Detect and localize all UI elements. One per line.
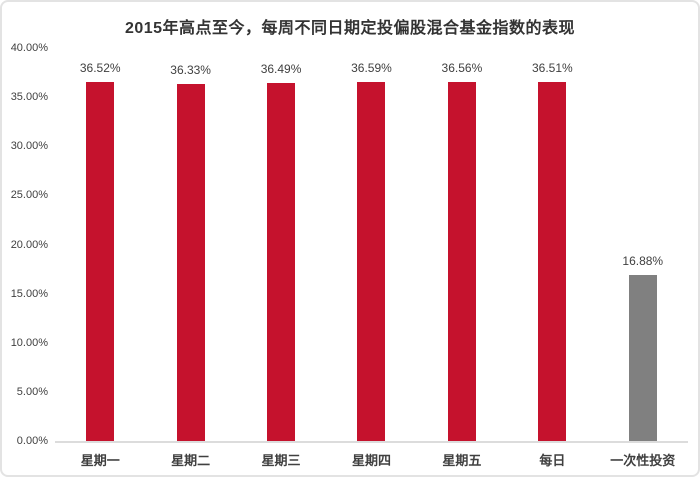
y-axis-tick-label: 15.00% [10, 287, 48, 300]
y-axis-tick-label: 10.00% [10, 336, 48, 349]
bar-slot: 36.59% [326, 48, 416, 441]
bar [267, 82, 296, 441]
x-axis-category-label: 星期四 [351, 453, 391, 468]
bar-value-label: 36.33% [170, 63, 211, 78]
plot-area: 36.52% 36.33% 36.49% 36.59% 36.56% 36.51% 16.8… [55, 48, 688, 441]
y-axis-tick-label: 30.00% [10, 140, 48, 153]
y-axis-tick-label: 25.00% [10, 189, 48, 202]
y-axis-tick-label: 35.00% [10, 91, 48, 104]
bar [628, 275, 657, 441]
x-axis-category-label: 一次性投资 [610, 453, 676, 468]
y-axis-tick-label: 0.00% [16, 435, 48, 447]
bar [86, 82, 115, 441]
bar [176, 84, 205, 441]
bar-slot: 36.33% [145, 48, 235, 441]
x-axis-category-label: 每日 [539, 453, 566, 468]
bar-value-label: 36.52% [79, 61, 121, 76]
x-axis-category-label: 星期一 [80, 453, 120, 468]
bar-value-label: 36.59% [351, 60, 392, 75]
bar [357, 81, 386, 441]
bar-slot: 16.88% [598, 48, 688, 441]
bar-value-label: 36.56% [441, 60, 483, 75]
x-axis-line [55, 441, 688, 443]
y-axis-tick-label: 5.00% [16, 385, 48, 398]
bar-slot: 36.49% [236, 48, 326, 441]
bar [447, 81, 476, 441]
chart-title: 2015年高点至今，每周不同日期定投偏股混合基金指数的表现 [124, 20, 576, 37]
bar-value-label: 36.51% [531, 61, 573, 76]
bar-slot: 36.52% [55, 48, 145, 441]
bar-slot: 36.51% [507, 48, 597, 441]
x-axis-category-label: 星期二 [171, 453, 211, 468]
x-axis-category-label: 星期三 [261, 453, 301, 468]
bar-value-label: 16.88% [622, 254, 664, 269]
bar [538, 82, 567, 441]
y-axis-tick-label: 40.00% [10, 42, 48, 54]
bar-value-label: 36.49% [260, 61, 302, 76]
bar-slot: 36.56% [417, 48, 507, 441]
x-axis-category-label: 星期五 [442, 453, 482, 468]
x-axis-labels: 星期一 星期二 星期三 星期四 星期五 每日 一次性投资 [55, 450, 688, 469]
y-axis-tick-label: 20.00% [10, 238, 48, 251]
